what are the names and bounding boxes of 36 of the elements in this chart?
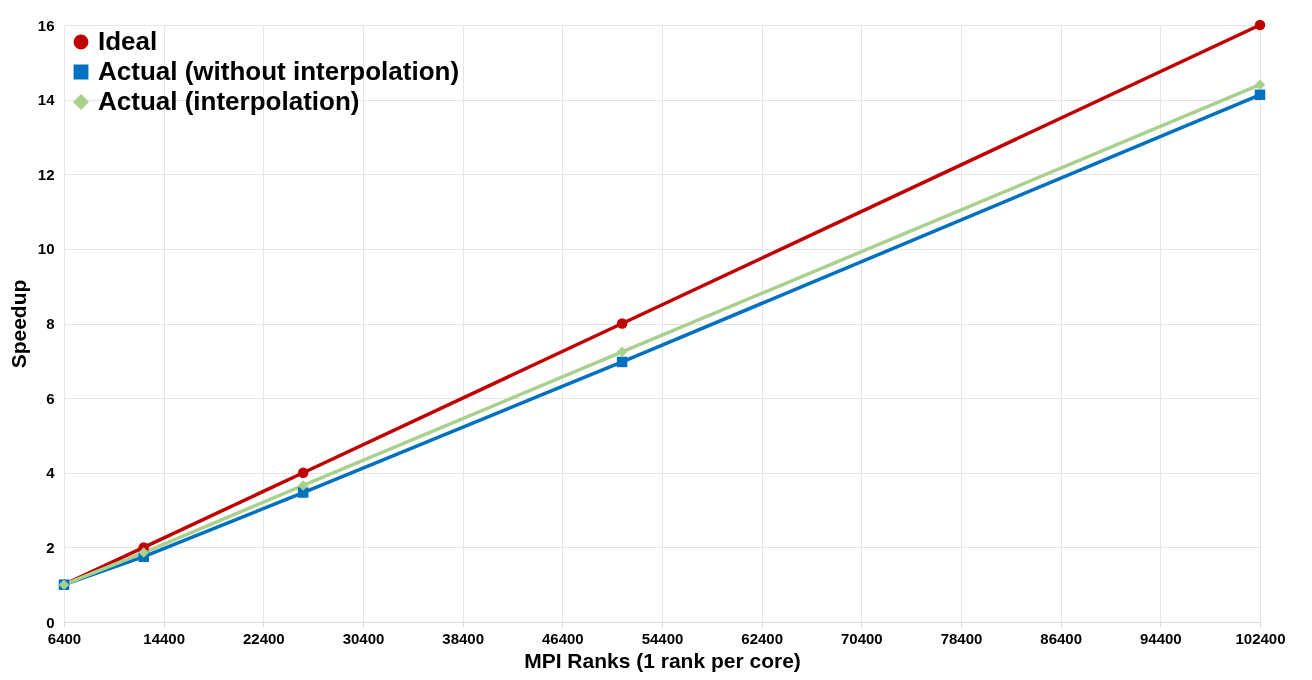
legend-label: Actual (without interpolation) [98, 56, 460, 86]
x-axis-title: MPI Ranks (1 rank per core) [524, 648, 801, 672]
point [297, 467, 309, 478]
point [616, 318, 628, 329]
x-tick-label: 14400 [143, 629, 186, 647]
point [1254, 89, 1266, 101]
x-tick-label: 102400 [1235, 629, 1286, 647]
x-tick-label: 86400 [1040, 629, 1083, 647]
x-tick-label: 22400 [242, 629, 285, 647]
x-tick-label: 70400 [840, 629, 883, 647]
point [1254, 79, 1266, 90]
legend-label: Ideal [98, 26, 158, 56]
y-tick-label: 0 [46, 613, 55, 631]
point [297, 480, 309, 491]
y-tick-label: 4 [46, 464, 56, 482]
x-tick-label: 38400 [442, 629, 485, 647]
y-tick-label: 12 [37, 165, 55, 183]
x-tick-label: 78400 [940, 629, 983, 647]
x-tick-label: 94400 [1139, 629, 1182, 647]
y-tick-label: 8 [46, 315, 55, 332]
x-tick-label: 62400 [741, 629, 784, 647]
y-tick-label: 16 [37, 16, 55, 34]
y-tick-label: 6 [46, 389, 55, 407]
x-tick-label: 54400 [641, 629, 684, 647]
point [616, 346, 628, 358]
point [1254, 19, 1266, 31]
y-tick-label: 2 [46, 538, 55, 556]
y-axis-title: Speedup [6, 279, 30, 369]
x-tick-label: 30400 [342, 629, 385, 647]
x-tick-label: 6400 [47, 629, 82, 647]
y-tick-label: 14 [37, 91, 56, 109]
x-tick-label: 46400 [541, 629, 584, 647]
point [138, 547, 149, 558]
point [616, 356, 628, 368]
legend-label: Actual (interpolation) [98, 86, 360, 116]
y-tick-label: 10 [37, 240, 55, 258]
